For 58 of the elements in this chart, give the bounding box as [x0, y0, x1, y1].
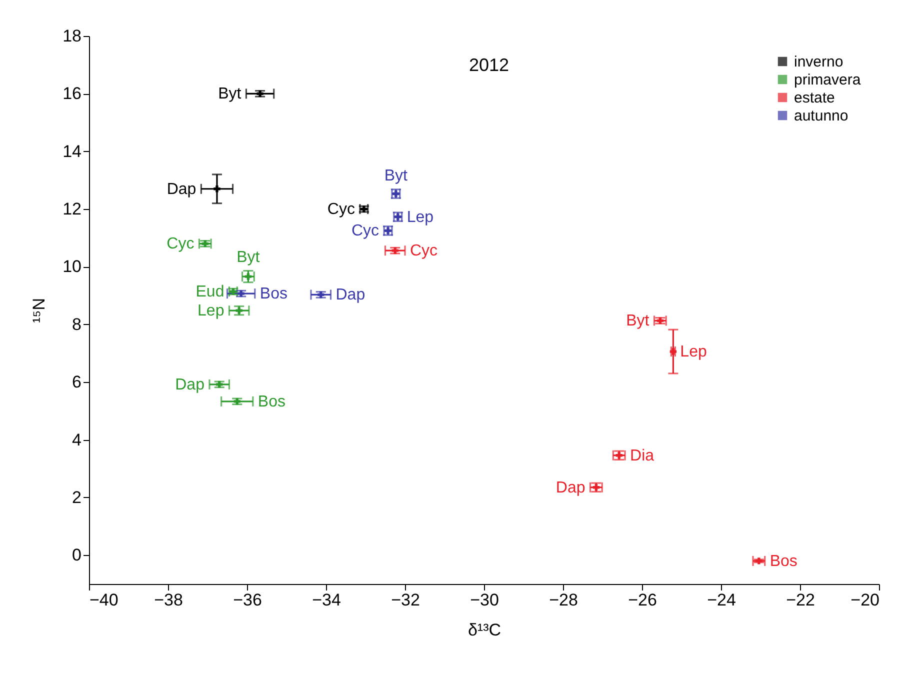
- y-tick-label: 2: [72, 488, 82, 507]
- annotation: Byt: [626, 312, 650, 330]
- x-axis-title: δ¹³C: [468, 620, 502, 640]
- annotation: Cyc: [352, 222, 380, 240]
- y-tick-label: 14: [62, 142, 82, 161]
- x-tick-label: −36: [233, 590, 262, 610]
- point: [392, 247, 398, 254]
- x-tick-label: −26: [628, 590, 657, 610]
- annotation: Byt: [218, 86, 242, 103]
- annotation: Lep: [198, 302, 224, 320]
- y-tick-label: 10: [62, 257, 82, 276]
- annotation: Cyc: [166, 236, 194, 253]
- legend-label: primavera: [794, 72, 862, 88]
- annotation: Cyc: [327, 201, 355, 218]
- y-tick-label: 4: [72, 430, 82, 450]
- annotation: Bos: [258, 393, 286, 410]
- annotation: Dap: [175, 376, 205, 394]
- annotation: Byt: [384, 167, 408, 184]
- point: [202, 240, 208, 248]
- point: [244, 273, 252, 280]
- annotation: Lep: [406, 208, 434, 226]
- y-tick-label: 0: [72, 546, 82, 565]
- annotation: Dap: [336, 286, 366, 304]
- legend-label: estate: [794, 90, 835, 106]
- x-tick-label: −22: [786, 590, 815, 610]
- point: [670, 348, 677, 355]
- y-tick-label: 6: [72, 372, 82, 392]
- x-tick-label: −38: [154, 590, 183, 610]
- point: [234, 398, 240, 405]
- annotation: Lep: [680, 344, 707, 361]
- point: [256, 90, 264, 98]
- y-tick-label: 18: [62, 26, 82, 46]
- annotation: Eud: [196, 284, 224, 301]
- text: 2012: [468, 55, 510, 75]
- x-tick-label: −40: [90, 590, 118, 610]
- annotation: Bos: [770, 552, 798, 570]
- annotation: Dap: [556, 479, 586, 496]
- y-tick-label: 12: [62, 200, 82, 219]
- y-tick-label: 8: [72, 314, 82, 334]
- legend-label: inverno: [794, 54, 844, 70]
- x-tick-label: −20: [850, 590, 880, 610]
- point: [318, 291, 324, 298]
- legend-label: autunno: [794, 108, 848, 124]
- annotation: Dap: [166, 180, 196, 198]
- x-tick-label: −32: [391, 590, 420, 610]
- y-tick-label: 16: [62, 84, 82, 104]
- x-tick-label: −24: [707, 590, 736, 610]
- point: [214, 186, 220, 192]
- annotation: Cyc: [410, 242, 438, 260]
- annotation: Byt: [236, 248, 260, 266]
- x-tick-label: −30: [470, 590, 499, 610]
- point: [238, 290, 244, 297]
- annotation: Bos: [260, 286, 288, 303]
- x-tick-label: −34: [312, 590, 341, 610]
- x-tick-label: −28: [549, 590, 578, 610]
- annotation: Dia: [630, 447, 654, 464]
- y-axis-title: ¹⁵N: [30, 298, 49, 323]
- point: [756, 558, 762, 564]
